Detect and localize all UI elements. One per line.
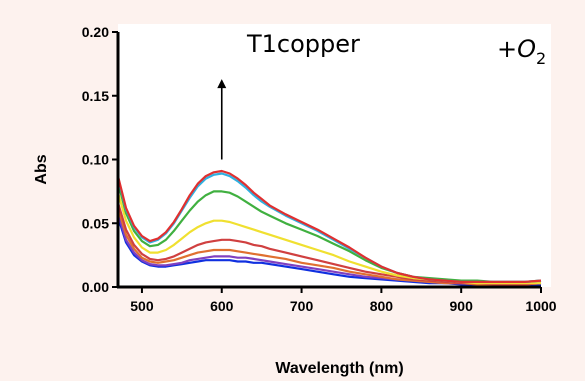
x-tick-label: 900: [450, 298, 474, 314]
series-group: [116, 169, 542, 286]
annotation-o2: +O2: [497, 35, 546, 68]
annotation-t1copper: T1copper: [246, 30, 360, 58]
increase-arrow: [217, 79, 227, 160]
x-tick-label: 600: [210, 298, 234, 314]
y-tick-label: 0.20: [82, 24, 109, 40]
annotation-o: O: [517, 35, 536, 63]
x-tick-label: 700: [290, 298, 314, 314]
series-line-3: [116, 207, 542, 286]
ticks-group: 500 600 700 800 900 1000 0.00 0.05 0.10 0.15 0.20: [82, 24, 557, 314]
y-tick-label: 0.00: [82, 279, 109, 295]
y-axis-title: Abs: [33, 154, 50, 184]
x-tick-label: 500: [130, 298, 154, 314]
y-tick-label: 0.05: [82, 215, 109, 231]
y-tick-label: 0.15: [82, 88, 109, 104]
plot-background: [118, 24, 551, 287]
series-line-4: [116, 202, 542, 286]
x-tick-label: 800: [370, 298, 394, 314]
annotation-subscript-2: 2: [536, 49, 546, 68]
series-line-6: [116, 182, 542, 283]
series-line-8: [116, 169, 542, 283]
arrow-head: [217, 79, 227, 89]
y-tick-label: 0.10: [82, 152, 109, 168]
x-tick-label: 1000: [525, 298, 556, 314]
x-axis-title: Wavelength (nm): [275, 360, 403, 377]
annotation-plus: +: [497, 35, 517, 63]
